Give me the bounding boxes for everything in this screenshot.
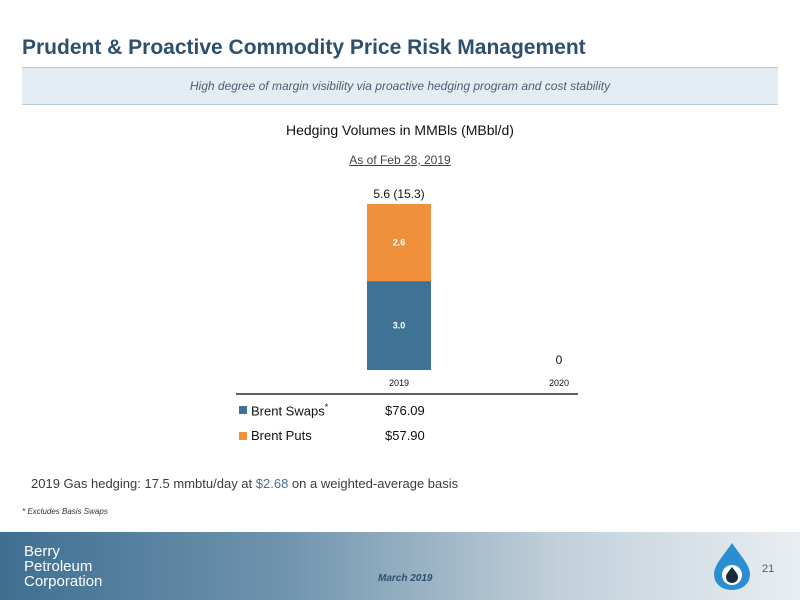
legend-swatch-swaps [239,406,247,415]
gas-text-2: on a weighted-average basis [288,476,459,491]
x-tick-label: 2019 [389,378,409,388]
legend-label-swaps: Brent Swaps [251,403,325,419]
legend-marker-swaps: * [324,402,329,412]
footer-band [0,532,800,600]
legend-row-swaps: Brent Swaps* $76.09 [239,402,425,418]
chart-subtitle: As of Feb 28, 2019 [349,153,451,167]
gas-text-1: 2019 Gas hedging: 17.5 mmbtu/day at [31,476,256,491]
legend-price-puts: $57.90 [385,428,425,443]
footer-date: March 2019 [378,573,433,584]
legend-price-swaps: $76.09 [385,402,425,418]
bar-2019-brent-swaps [367,281,431,370]
company-logo: Berry Petroleum Corporation [24,544,102,589]
legend-row-puts: Brent Puts $57.90 [239,428,425,443]
legend-swatch-puts [239,431,247,440]
banner-text: High degree of margin visibility via pro… [189,79,611,93]
legend-label-puts: Brent Puts [251,428,312,443]
oil-drop-icon [714,543,750,590]
bar-total-label: 5.6 (15.3) [373,187,424,201]
bar-value-label: 3.0 [393,321,406,331]
logo-line-2: Petroleum [24,558,93,575]
gas-hedging-note: 2019 Gas hedging: 17.5 mmbtu/day at $2.6… [31,476,458,491]
footnote: * Excludes Basis Swaps [22,507,108,516]
bar-2019-brent-puts [367,204,431,282]
bar-total-label: 0 [556,353,563,367]
bar-value-label: 2.6 [393,238,406,248]
page-number: 21 [762,563,775,575]
logo-line-3: Corporation [24,573,103,590]
page-title: Prudent & Proactive Commodity Price Risk… [22,36,586,59]
logo-line-1: Berry [24,543,60,560]
chart-title: Hedging Volumes in MMBls (MBbl/d) [286,122,514,138]
x-tick-label: 2020 [549,378,569,388]
highlight-banner: High degree of margin visibility via pro… [22,67,778,105]
gas-price: $2.68 [255,476,289,491]
